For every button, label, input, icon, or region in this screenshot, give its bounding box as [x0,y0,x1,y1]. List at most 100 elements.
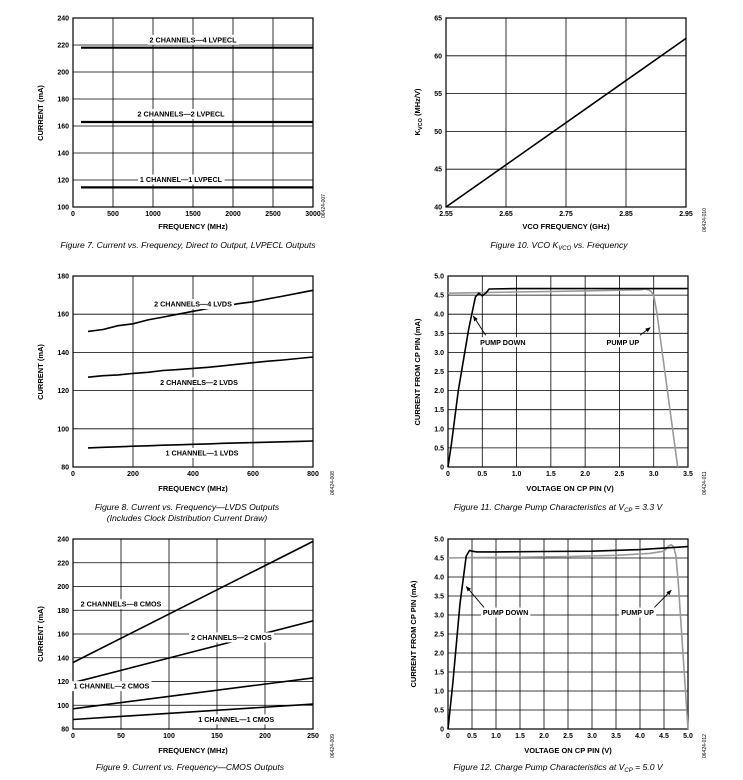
y-tick-label: 50 [434,129,442,136]
x-tick-label: 3.0 [649,471,659,478]
code-fig7: 06424-007 [321,194,327,218]
x-tick-label: 0 [71,211,75,218]
plot-frame [72,275,314,468]
x-tick-label: 4.5 [659,733,669,740]
y-tick-label: 100 [57,703,69,710]
xlabel-fig10: VCO FREQUENCY (GHz) [522,222,610,231]
series-label: 1 CHANNEL—1 LVDS [166,449,239,458]
y-tick-label: 80 [61,727,69,734]
series-line-pump-down [447,287,688,468]
x-tick-label: 1.0 [491,733,501,740]
y-tick-label: 220 [57,43,69,50]
plot-area-fig8: 0 200 400 600 800 80 100 120 140 160 180 2 CHANNELS… [57,274,319,479]
chart-fig11: 0 0.5 1.0 1.5 2.0 2.5 3.0 3.5 0 0.5 1.0 1.5 2.0 2.5 3.… [413,274,708,515]
y-tick-label: 180 [57,97,69,104]
y-tick-label: 140 [57,151,69,158]
series-line-pump-up [447,543,689,730]
plot-frame [447,538,689,730]
xlabel-fig11: VOLTAGE ON CP PIN (V) [526,484,614,493]
x-tick-label: 250 [307,733,319,740]
y-tick-label: 3.0 [434,350,444,357]
x-tick-label: 600 [247,471,259,478]
y-tick-label: 1.5 [434,670,444,677]
y-tick-label: 240 [57,16,69,23]
x-tick-label: 1.5 [546,471,556,478]
series-line-2lvds [87,356,314,378]
y-tick-label: 180 [57,274,69,281]
ylabel-fig9: CURRENT (mA) [36,606,45,662]
ylabel-fig11: CURRENT FROM CP PIN (mA) [413,318,422,425]
series-label-bg [480,607,531,618]
x-tick-label: 50 [117,733,125,740]
x-tick-label: 500 [107,211,119,218]
y-tick-label: 240 [57,537,69,544]
y-tick-label: 160 [57,632,69,639]
caption-fig8: Figure 8. Current vs. Frequency—LVDS Out… [95,502,280,512]
series-line-pump-down [447,545,689,730]
plot-area-fig10: 2.55 2.65 2.75 2.85 2.95 40 45 50 55 60 65 [434,16,693,219]
x-tick-label: 0 [71,471,75,478]
y-tick-label: 120 [57,178,69,185]
y-tick-label: 1.0 [434,689,444,696]
plot-area-fig9: 0 50 100 150 200 250 80 100 120 140 160 180 200 220 24… [57,537,319,741]
y-tick-label: 3.5 [434,594,444,601]
x-tick-label: 2.95 [679,211,693,218]
xlabel-fig7: FREQUENCY (MHz) [158,222,228,231]
series-label-bg [147,34,240,45]
y-tick-label: 2.5 [434,632,444,639]
plot-area-fig7: 0 500 1000 1500 2000 2500 3000 100 120 140 160 180 2… [57,16,321,219]
plot-frame [72,538,314,730]
y-tick-label: 60 [434,53,442,60]
series-label-bg [189,632,274,643]
y-tick-label: 4.0 [434,312,444,319]
x-tick-label: 2.0 [580,471,590,478]
series-label-bg [158,377,241,388]
series-line-2cmos2 [72,620,314,684]
x-tick-label: 2.85 [619,211,633,218]
chart-fig10: 2.55 2.65 2.75 2.85 2.95 40 45 50 55 60 65 Figure … [413,16,708,253]
series-label: 2 CHANNELS—4 LVPECL [150,35,238,44]
x-tick-label: 5.0 [683,733,693,740]
series-label: PUMP UP [621,608,654,617]
x-tick-label: 200 [259,733,271,740]
ylabel-fig7: CURRENT (mA) [36,85,45,141]
plot-frame [445,17,687,208]
x-tick-label: 1.0 [512,471,522,478]
series-line-2cmos1 [72,677,314,710]
series-label-bg [78,599,164,610]
series-label: 2 CHANNELS—4 LVDS [154,300,232,309]
y-tick-label: 100 [57,205,69,212]
caption-fig12: Figure 12. Charge Pump Characteristics a… [453,762,663,774]
y-tick-label: 200 [57,70,69,77]
y-tick-label: 140 [57,350,69,357]
x-tick-label: 2.75 [559,211,573,218]
x-tick-label: 2.55 [439,211,453,218]
series-label: PUMP DOWN [480,338,525,347]
y-tick-label: 0.5 [434,708,444,715]
ylabel-fig10: KVCO (MHz/V) [413,88,424,135]
series-label-bg [135,109,228,120]
x-tick-label: 0 [71,733,75,740]
x-tick-label: 2.0 [539,733,549,740]
y-tick-label: 80 [61,465,69,472]
y-tick-label: 3.5 [434,331,444,338]
y-tick-label: 3.0 [434,613,444,620]
x-tick-label: 2500 [265,211,281,218]
series-label: 2 CHANNELS—2 LVDS [160,378,238,387]
chart-fig9: 0 50 100 150 200 250 80 100 120 140 160 180 200 220 24… [36,537,336,773]
y-tick-label: 2.0 [434,651,444,658]
series-line-1cmos [72,703,314,721]
x-tick-label: 2.65 [499,211,513,218]
annotation-arrow [465,586,485,608]
y-tick-label: 2.5 [434,369,444,376]
series-label: PUMP UP [607,338,640,347]
series-label-bg [137,174,225,185]
y-tick-label: 4.5 [434,293,444,300]
x-tick-label: 1.5 [515,733,525,740]
ylabel-fig12: CURRENT FROM CP PIN (mA) [409,580,418,687]
y-tick-label: 55 [434,91,442,98]
y-tick-label: 1.5 [434,407,444,414]
x-tick-label: 0.5 [467,733,477,740]
plot-area-fig11: 0 0.5 1.0 1.5 2.0 2.5 3.0 3.5 0 0.5 1.0 1.5 2.0 2.5 3.… [434,274,693,479]
plot-frame [447,275,689,468]
